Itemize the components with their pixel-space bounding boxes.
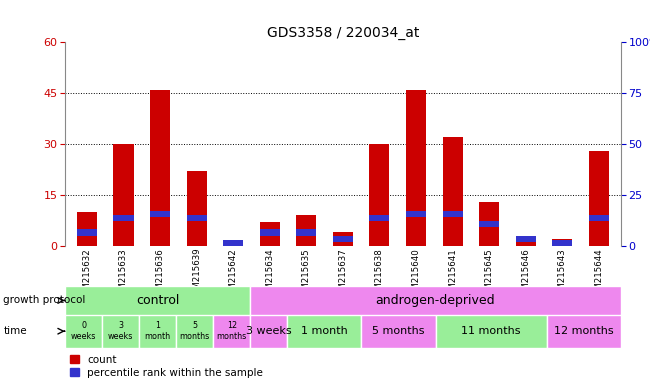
Bar <box>139 315 176 348</box>
Bar <box>287 315 361 348</box>
Bar <box>114 215 133 221</box>
Bar <box>150 211 170 217</box>
Text: control: control <box>136 294 179 307</box>
Bar <box>552 239 572 246</box>
Text: 3
weeks: 3 weeks <box>108 321 133 341</box>
Text: GSM215640: GSM215640 <box>411 248 421 301</box>
Bar <box>552 240 572 246</box>
Bar <box>77 230 97 236</box>
Bar <box>333 232 353 246</box>
Text: 1 month: 1 month <box>301 326 348 336</box>
Text: GSM215637: GSM215637 <box>339 248 347 301</box>
Text: GSM215642: GSM215642 <box>229 248 238 301</box>
Text: GSM215638: GSM215638 <box>375 248 384 301</box>
Bar <box>589 215 609 221</box>
Bar <box>369 144 389 246</box>
Bar <box>515 235 536 242</box>
Text: androgen-deprived: androgen-deprived <box>376 294 495 307</box>
Bar <box>187 171 207 246</box>
Bar <box>515 239 536 246</box>
Text: growth protocol: growth protocol <box>3 295 86 306</box>
Bar <box>296 215 317 246</box>
Text: GSM215645: GSM215645 <box>485 248 493 301</box>
Bar <box>176 315 213 348</box>
Bar <box>369 215 389 221</box>
Bar <box>296 230 317 236</box>
Text: GSM215644: GSM215644 <box>594 248 603 301</box>
Bar <box>250 286 621 315</box>
Bar <box>150 90 170 246</box>
Title: GDS3358 / 220034_at: GDS3358 / 220034_at <box>266 26 419 40</box>
Text: GSM215635: GSM215635 <box>302 248 311 301</box>
Bar <box>260 222 280 246</box>
Text: time: time <box>3 326 27 336</box>
Bar <box>361 315 436 348</box>
Bar <box>187 215 207 221</box>
Bar <box>114 144 133 246</box>
Text: GSM215641: GSM215641 <box>448 248 457 301</box>
Text: GSM215643: GSM215643 <box>558 248 567 301</box>
Bar <box>333 235 353 242</box>
Legend: count, percentile rank within the sample: count, percentile rank within the sample <box>70 355 263 378</box>
Text: 3 weeks: 3 weeks <box>246 326 292 336</box>
Bar <box>102 315 139 348</box>
Bar <box>436 315 547 348</box>
Text: 11 months: 11 months <box>462 326 521 336</box>
Text: 12 months: 12 months <box>554 326 614 336</box>
Bar <box>406 90 426 246</box>
Bar <box>547 315 621 348</box>
Bar <box>77 212 97 246</box>
Text: 5 months: 5 months <box>372 326 424 336</box>
Bar <box>260 230 280 236</box>
Bar <box>250 315 287 348</box>
Bar <box>479 202 499 246</box>
Bar <box>65 315 102 348</box>
Text: GSM215634: GSM215634 <box>265 248 274 301</box>
Bar <box>443 137 463 246</box>
Bar <box>443 211 463 217</box>
Bar <box>213 315 250 348</box>
Bar <box>479 221 499 227</box>
Text: 1
month: 1 month <box>144 321 171 341</box>
Bar <box>65 286 250 315</box>
Text: GSM215639: GSM215639 <box>192 248 201 300</box>
Text: 5
months: 5 months <box>179 321 210 341</box>
Bar <box>589 151 609 246</box>
Bar <box>406 211 426 217</box>
Text: GSM215633: GSM215633 <box>119 248 128 301</box>
Text: GSM215632: GSM215632 <box>83 248 92 301</box>
Text: GSM215646: GSM215646 <box>521 248 530 301</box>
Text: 12
months: 12 months <box>216 321 247 341</box>
Text: 0
weeks: 0 weeks <box>71 321 96 341</box>
Text: GSM215636: GSM215636 <box>155 248 164 301</box>
Bar <box>223 240 243 246</box>
Bar <box>223 244 243 246</box>
